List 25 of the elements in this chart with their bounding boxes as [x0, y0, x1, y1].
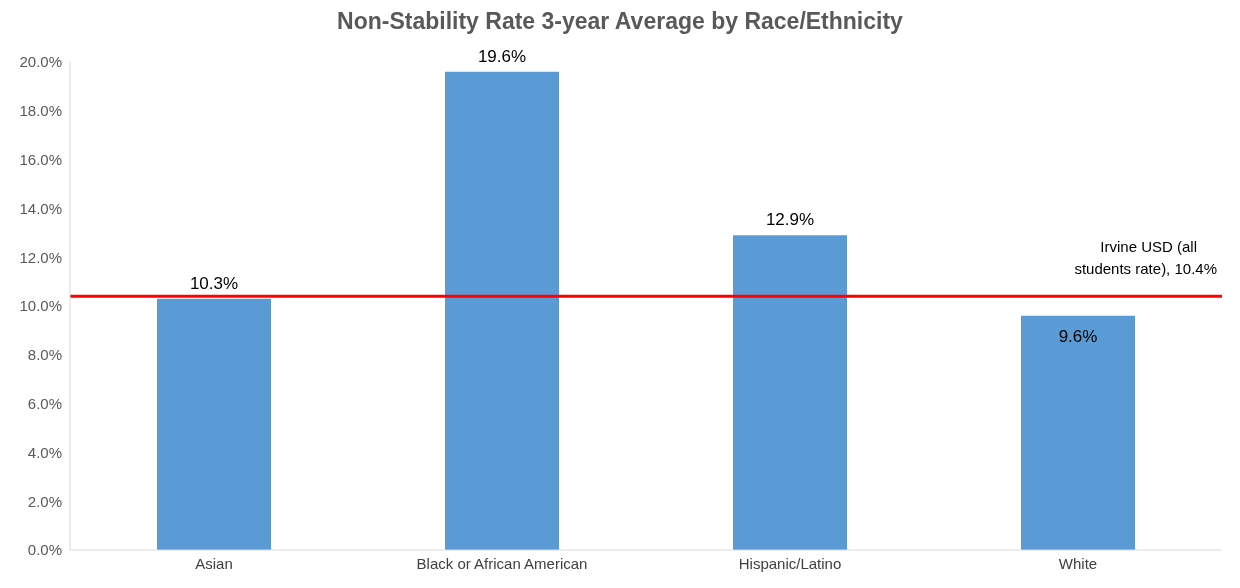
chart-title: Non-Stability Rate 3-year Average by Race/Ethnicity [336, 8, 904, 36]
y-tick-label: 4.0% [27, 443, 62, 461]
data-label: 9.6% [1058, 326, 1098, 346]
y-tick-label: 14.0% [19, 199, 62, 217]
y-tick-label: 12.0% [19, 248, 62, 266]
y-tick-label: 6.0% [27, 394, 62, 412]
y-tick-label: 10.0% [19, 297, 62, 315]
x-tick-label: Black or African American [416, 554, 588, 572]
x-tick-label: Hispanic/Latino [738, 554, 842, 572]
y-tick-label: 8.0% [27, 346, 62, 364]
bar [1021, 315, 1135, 550]
bar [445, 71, 559, 550]
x-tick-label: Asian [195, 554, 233, 572]
y-tick-label: 2.0% [27, 492, 62, 510]
bar [157, 298, 271, 550]
bar [733, 235, 847, 550]
y-tick-label: 18.0% [19, 102, 62, 120]
y-tick-label: 0.0% [27, 541, 62, 559]
data-label: 10.3% [189, 273, 239, 293]
ref-line-label: Irvine USD (all students rate), 10.4% [1074, 238, 1217, 278]
y-tick-label: 20.0% [19, 53, 62, 71]
data-label: 19.6% [477, 46, 527, 66]
y-tick-label: 16.0% [19, 150, 62, 168]
data-label: 12.9% [765, 210, 815, 230]
x-tick-label: White [1058, 554, 1098, 572]
